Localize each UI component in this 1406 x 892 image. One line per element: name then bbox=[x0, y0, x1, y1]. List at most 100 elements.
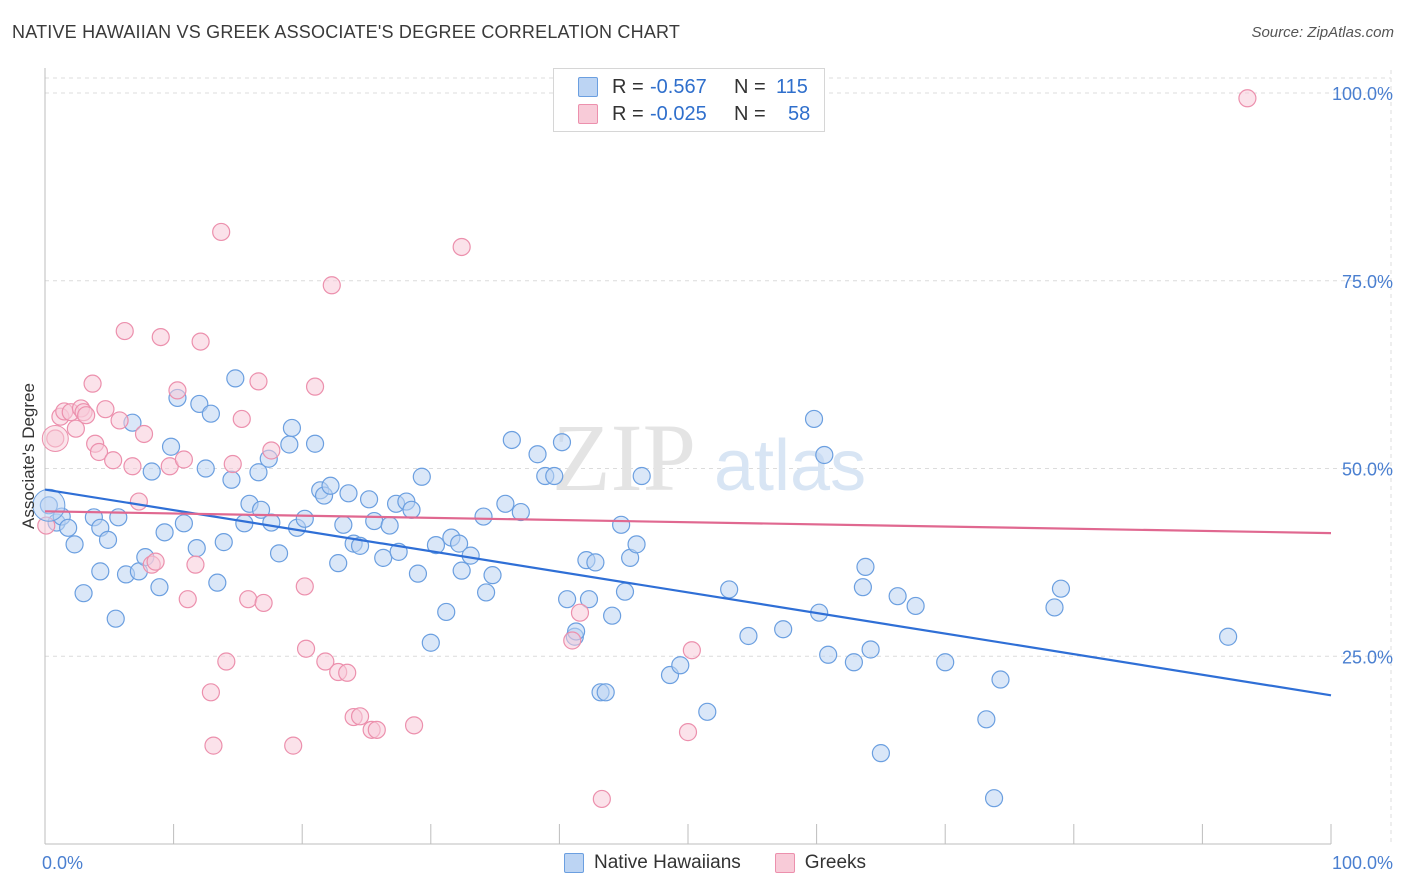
point-greek bbox=[295, 577, 314, 596]
point-native-hawaiian bbox=[545, 466, 564, 486]
series-label: Greeks bbox=[804, 852, 867, 873]
point-native-hawaiian bbox=[150, 578, 169, 597]
grid-lines bbox=[45, 70, 1392, 844]
point-greek bbox=[239, 590, 258, 609]
point-greek bbox=[296, 639, 316, 658]
point-native-hawaiian bbox=[856, 557, 875, 576]
legend-r-label: R = bbox=[612, 75, 644, 98]
legend-r-value: -0.025 bbox=[650, 102, 707, 125]
point-native-hawaiian bbox=[632, 466, 651, 486]
trend-lines bbox=[44, 488, 1332, 697]
point-greek bbox=[452, 237, 471, 257]
trend-line-greeks bbox=[44, 510, 1332, 535]
legend-r-label: R = bbox=[612, 102, 644, 125]
point-native-hawaiian bbox=[476, 583, 496, 602]
axis-labels: 25.0% 50.0% 75.0% 100.0% 0.0% 100.0% Associate… bbox=[19, 84, 1393, 873]
axes bbox=[44, 68, 1332, 845]
legend-swatch-pink bbox=[578, 104, 598, 124]
watermark-atlas: atlas bbox=[714, 426, 866, 506]
point-native-hawaiian bbox=[861, 640, 880, 659]
point-native-hawaiian bbox=[59, 518, 78, 537]
point-greek bbox=[249, 372, 268, 391]
point-greek bbox=[232, 409, 251, 429]
point-greek bbox=[223, 454, 242, 474]
point-native-hawaiian bbox=[226, 369, 245, 388]
series-legend: Native Hawaiians Greeks bbox=[564, 852, 900, 874]
point-native-hawaiian bbox=[739, 626, 758, 646]
point-native-hawaiian bbox=[496, 494, 515, 513]
x-tick-label-min: 0.0% bbox=[42, 853, 83, 873]
point-native-hawaiian bbox=[214, 533, 233, 552]
point-greek bbox=[570, 603, 590, 622]
point-greek bbox=[350, 707, 370, 726]
stats-legend: R = -0.567 N = 115 R = -0.025 N = 58 bbox=[553, 68, 825, 132]
point-native-hawaiian bbox=[603, 606, 622, 625]
series-legend-native-hawaiians[interactable]: Native Hawaiians bbox=[564, 852, 741, 874]
point-greek bbox=[83, 374, 102, 393]
point-native-hawaiian bbox=[374, 548, 393, 567]
legend-n-label: N = bbox=[734, 102, 766, 125]
point-native-hawaiian bbox=[844, 653, 863, 672]
point-native-hawaiian bbox=[412, 467, 431, 486]
point-greek bbox=[254, 593, 273, 613]
trend-line-native-hawaiians bbox=[44, 488, 1332, 697]
legend-r-value: -0.567 bbox=[650, 75, 707, 98]
point-native-hawaiian bbox=[329, 554, 348, 573]
x-tick-label-max: 100.0% bbox=[1332, 853, 1393, 873]
point-greek bbox=[404, 716, 424, 735]
point-native-hawaiian bbox=[804, 409, 824, 429]
point-native-hawaiian bbox=[142, 462, 161, 481]
point-greek bbox=[316, 652, 335, 671]
point-native-hawaiian bbox=[305, 434, 325, 453]
point-native-hawaiian bbox=[552, 433, 572, 452]
point-greek bbox=[123, 457, 142, 476]
point-native-hawaiian bbox=[201, 404, 220, 423]
point-greek bbox=[212, 222, 231, 242]
point-native-hawaiian bbox=[106, 609, 125, 628]
point-native-hawaiian bbox=[819, 645, 838, 664]
point-native-hawaiian bbox=[511, 502, 530, 522]
legend-n-value: 58 bbox=[788, 102, 811, 125]
point-native-hawaiian bbox=[815, 445, 834, 465]
series-legend-greeks[interactable]: Greeks bbox=[774, 852, 867, 874]
point-greek bbox=[563, 631, 582, 650]
point-native-hawaiian bbox=[906, 596, 925, 616]
point-native-hawaiian bbox=[174, 514, 193, 533]
point-native-hawaiian bbox=[249, 463, 268, 482]
point-greek bbox=[678, 723, 698, 742]
point-greek bbox=[217, 652, 236, 671]
point-greek bbox=[305, 377, 325, 396]
point-native-hawaiian bbox=[596, 683, 615, 702]
point-greek bbox=[89, 442, 109, 462]
point-greek bbox=[592, 789, 611, 809]
point-native-hawaiian bbox=[426, 536, 446, 555]
point-native-hawaiian bbox=[502, 430, 521, 450]
point-native-hawaiian bbox=[74, 584, 93, 603]
point-native-hawaiian bbox=[91, 562, 110, 581]
legend-swatch-blue bbox=[578, 77, 598, 97]
point-native-hawaiian bbox=[1045, 598, 1064, 617]
series-swatch-pink bbox=[774, 853, 795, 873]
point-native-hawaiian bbox=[190, 394, 209, 414]
point-native-hawaiian bbox=[774, 620, 793, 639]
point-native-hawaiian bbox=[161, 437, 181, 456]
point-native-hawaiian bbox=[991, 670, 1010, 689]
point-native-hawaiian bbox=[627, 535, 646, 554]
point-native-hawaiian bbox=[452, 561, 471, 580]
point-native-hawaiian bbox=[474, 507, 493, 526]
point-native-hawaiian bbox=[408, 564, 428, 583]
point-native-hawaiian bbox=[528, 445, 547, 464]
point-native-hawaiian bbox=[196, 459, 215, 478]
point-greek bbox=[168, 381, 187, 400]
legend-n-label: N = bbox=[734, 75, 766, 98]
point-native-hawaiian bbox=[483, 566, 502, 585]
point-native-hawaiian bbox=[380, 516, 399, 535]
point-greek bbox=[66, 419, 85, 438]
point-greek bbox=[129, 492, 148, 511]
point-native-hawaiian bbox=[65, 535, 84, 554]
point-native-hawaiian bbox=[615, 582, 635, 601]
point-native-hawaiian bbox=[720, 580, 739, 599]
point-native-hawaiian bbox=[586, 553, 605, 572]
point-native-hawaiian bbox=[853, 578, 872, 597]
point-greek bbox=[191, 332, 210, 351]
